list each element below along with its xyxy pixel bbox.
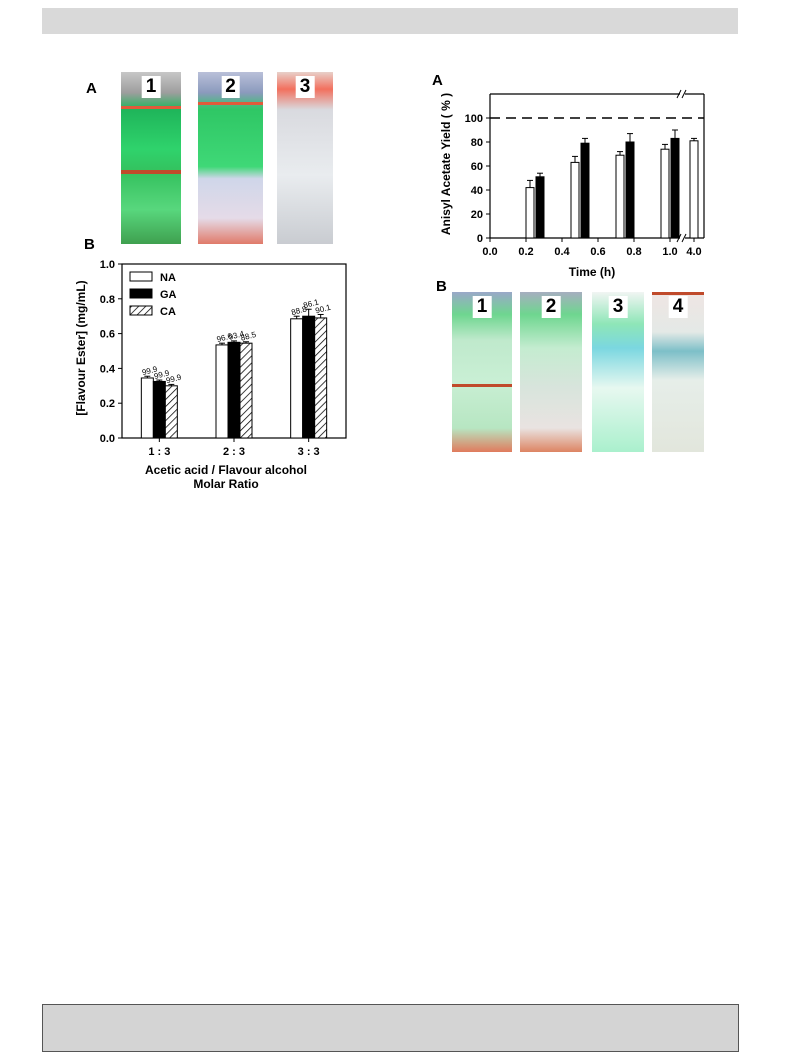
axis-break-mark [681, 233, 687, 243]
photo-number: 3 [608, 296, 628, 318]
y-tick-label: 100 [465, 113, 483, 125]
photo-number: 1 [141, 76, 161, 98]
panel-label-left-b: B [84, 236, 95, 253]
bar-white [525, 187, 535, 239]
anisyl-yield-chart: Anisyl Acetate Yield ( % ) Time (h) 0 20 4… [439, 89, 705, 279]
bar-na [290, 318, 304, 439]
x-tick-label: 0.0 [482, 246, 497, 258]
legend-label: NA [160, 272, 176, 284]
bar-value-label: 96.6 [216, 331, 234, 344]
x-tick-label: 0.4 [554, 246, 570, 258]
x-tick-label: 4.0 [686, 246, 701, 258]
x-tick-label: 0.8 [626, 246, 641, 258]
photo-vial-2: 2 [198, 72, 263, 244]
bar-value-label: 86.1 [302, 297, 320, 310]
bar-white [660, 148, 670, 239]
bar-white [689, 140, 699, 239]
x-tick-label: 0.2 [518, 246, 533, 258]
bar-na [140, 377, 154, 439]
bar-value-label: 99.9 [141, 364, 159, 377]
bar-value-label: 88.8 [290, 304, 308, 317]
bar-value-label: 93.4 [228, 329, 246, 342]
bar-black [670, 137, 680, 239]
y-tick-label: 0.6 [100, 329, 115, 341]
bar-ga [227, 341, 241, 439]
photo-tube-b3: 3 [592, 292, 644, 452]
bar-value-label: 88.5 [240, 330, 258, 343]
bar-na [215, 344, 229, 439]
photo-tube-b4: 4 [652, 292, 704, 452]
legend-swatch-ca [129, 305, 153, 316]
x-tick-label: 1 : 3 [148, 446, 170, 458]
bar-value-label: 99.9 [153, 368, 171, 381]
legend-label: CA [160, 306, 176, 318]
bar-value-label: 99.9 [165, 372, 183, 385]
bar-ga [152, 380, 166, 439]
x-tick-label: 0.6 [590, 246, 605, 258]
footer-box [42, 1004, 739, 1052]
y-tick-label: 0 [477, 233, 483, 245]
bar-ga [302, 315, 316, 439]
photo-number: 2 [541, 296, 561, 318]
y-tick-label: 0.4 [100, 363, 116, 375]
y-tick-label: 0.8 [100, 294, 115, 306]
bar-ca [314, 317, 328, 439]
y-axis-label: Anisyl Acetate Yield ( % ) [439, 93, 453, 235]
y-tick-label: 0.2 [100, 398, 115, 410]
panel-label-right-a: A [432, 72, 443, 89]
photo-number: 2 [221, 76, 240, 98]
flavour-ester-chart: [Flavour Ester] (mg/mL) Acetic acid / Fl… [74, 259, 347, 490]
x-tick-label: 2 : 3 [223, 446, 245, 458]
bar-black [580, 142, 590, 239]
panel-label-right-b: B [436, 278, 447, 295]
panel-label-left-a: A [86, 80, 97, 97]
x-axis-label: Acetic acid / Flavour alcohol [145, 463, 307, 477]
bar-black [625, 141, 635, 239]
y-tick-label: 80 [471, 137, 483, 149]
y-tick-label: 40 [471, 185, 483, 197]
x-axis-label-line2: Molar Ratio [193, 477, 258, 490]
bar-white [615, 154, 625, 239]
legend-swatch-na [129, 271, 153, 282]
bar-value-label: 90.1 [314, 303, 332, 316]
photo-vial-b2: 2 [520, 292, 582, 452]
x-axis-label: Time (h) [569, 265, 615, 279]
photo-number: 1 [472, 296, 492, 318]
bar-ca [239, 342, 253, 439]
y-tick-label: 60 [471, 161, 483, 173]
legend-swatch-ga [129, 288, 153, 299]
photo-number: 4 [668, 296, 688, 318]
y-axis-label: [Flavour Ester] (mg/mL) [74, 280, 88, 415]
legend-label: GA [160, 289, 177, 301]
y-tick-label: 0.0 [100, 433, 115, 445]
photo-number: 3 [295, 76, 315, 98]
x-tick-label: 3 : 3 [298, 446, 320, 458]
y-tick-label: 1.0 [100, 259, 115, 271]
photo-tube-3: 3 [277, 72, 333, 244]
header-bar [42, 8, 738, 34]
bar-black [535, 176, 545, 239]
axis-break-mark [676, 89, 682, 99]
bar-ca [164, 385, 178, 439]
photo-vial-b1: 1 [452, 292, 512, 452]
axis-break-mark [681, 89, 687, 99]
y-tick-label: 20 [471, 209, 483, 221]
x-tick-label: 1.0 [662, 246, 677, 258]
photo-vial-1: 1 [121, 72, 181, 244]
bar-white [570, 161, 580, 239]
